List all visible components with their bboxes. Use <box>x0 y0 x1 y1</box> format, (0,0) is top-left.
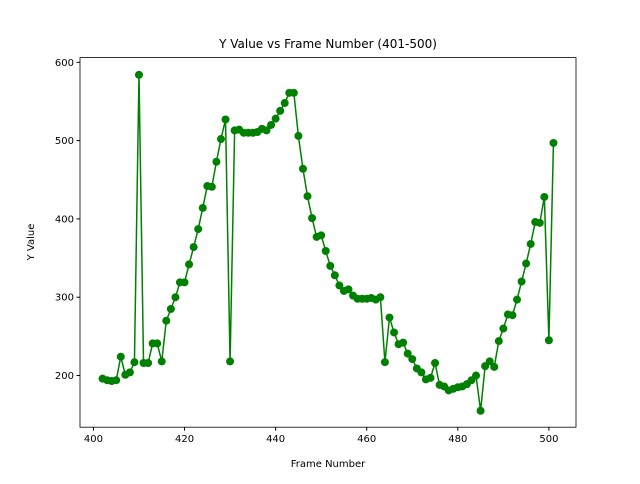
data-point <box>544 336 553 345</box>
data-point <box>476 406 485 415</box>
data-point <box>485 357 494 366</box>
data-point <box>330 271 339 280</box>
data-point <box>189 243 198 252</box>
y-tick-label: 500 <box>55 136 74 147</box>
data-point <box>376 293 385 302</box>
data-point <box>526 239 535 248</box>
data-point <box>499 324 508 333</box>
data-point <box>180 278 189 287</box>
data-point <box>431 358 440 367</box>
data-point <box>226 357 235 366</box>
x-tick-label: 400 <box>84 434 103 445</box>
data-point <box>535 218 544 227</box>
data-point <box>153 339 162 348</box>
x-axis-label: Frame Number <box>291 459 366 470</box>
data-point <box>112 376 121 385</box>
data-point <box>390 328 399 337</box>
data-point <box>508 311 517 320</box>
data-point <box>134 70 143 79</box>
data-point <box>344 285 353 294</box>
data-point <box>303 192 312 201</box>
data-point <box>221 115 230 124</box>
data-point <box>490 362 499 371</box>
x-tick-label: 500 <box>539 434 558 445</box>
data-point <box>494 337 503 346</box>
data-point <box>144 358 153 367</box>
data-point <box>472 371 481 380</box>
data-point <box>116 352 125 361</box>
data-point <box>125 368 134 377</box>
data-point <box>162 316 171 325</box>
data-point <box>513 295 522 304</box>
y-axis-label: Y Value <box>26 224 37 262</box>
data-point <box>294 131 303 140</box>
data-point <box>185 260 194 269</box>
data-point <box>417 368 426 377</box>
data-point <box>522 259 531 268</box>
x-tick-label: 420 <box>175 434 194 445</box>
y-tick-label: 600 <box>55 58 74 69</box>
data-point <box>326 261 335 270</box>
data-point <box>289 88 298 97</box>
data-point <box>399 338 408 347</box>
y-tick-label: 400 <box>55 214 74 225</box>
data-point <box>130 358 139 367</box>
data-point <box>298 164 307 173</box>
data-point <box>262 126 271 135</box>
y-tick-label: 200 <box>55 371 74 382</box>
data-point <box>540 192 549 201</box>
chart-title: Y Value vs Frame Number (401-500) <box>218 37 437 51</box>
data-point <box>276 106 285 115</box>
data-point <box>335 281 344 290</box>
data-point <box>308 214 317 223</box>
plot-frame <box>79 57 577 428</box>
data-point <box>267 120 276 129</box>
y-tick-label: 300 <box>55 293 74 304</box>
data-point <box>207 182 216 191</box>
data-point <box>321 247 330 256</box>
data-point <box>157 357 166 366</box>
data-point <box>280 99 289 108</box>
data-point <box>194 225 203 234</box>
data-point <box>171 293 180 302</box>
data-point <box>426 373 435 382</box>
data-line <box>102 74 555 411</box>
data-point <box>198 203 207 212</box>
data-point <box>517 277 526 286</box>
x-tick-label: 460 <box>357 434 376 445</box>
data-point <box>380 358 389 367</box>
data-point <box>317 231 326 240</box>
data-point <box>212 157 221 166</box>
data-point <box>166 304 175 313</box>
data-point <box>403 349 412 358</box>
x-tick-label: 440 <box>266 434 285 445</box>
data-point <box>271 114 280 123</box>
x-tick-label: 480 <box>448 434 467 445</box>
data-point <box>408 355 417 364</box>
data-point <box>216 135 225 144</box>
data-point <box>549 138 558 147</box>
data-point <box>385 313 394 322</box>
